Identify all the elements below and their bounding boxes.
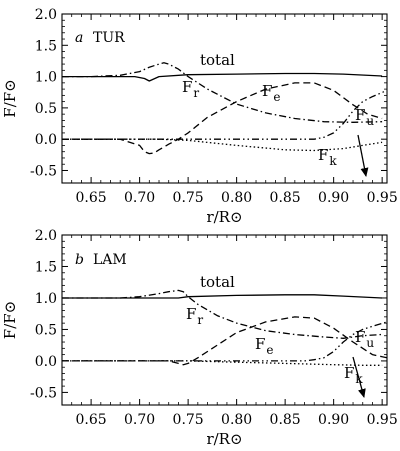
y-tick-label: 2.0 (35, 228, 57, 244)
flux-kinetic-label: Fk (318, 146, 337, 168)
series-line-F_e (62, 82, 383, 155)
fu-arrow (357, 134, 369, 177)
series-line-total (62, 72, 383, 82)
x-tick-label: 0.95 (367, 412, 398, 428)
fu-arrow (352, 356, 366, 398)
x-tick-label: 0.70 (124, 412, 155, 428)
flux-u-label: Fu (355, 328, 374, 350)
x-tick-label: 0.75 (173, 412, 204, 428)
y-tick-label: 1.5 (35, 259, 57, 275)
x-tick-label: 0.70 (124, 190, 155, 206)
x-tick-label: 0.65 (76, 412, 107, 428)
y-tick-label: 0.0 (35, 354, 57, 370)
series-line-F_r (62, 289, 383, 339)
y-tick-label: -0.5 (30, 163, 57, 179)
y-tick-label: 1.0 (35, 291, 57, 307)
x-tick-label: 0.80 (221, 190, 252, 206)
panel-b: -0.5 0.0 0.5 1.0 1.5 2.0 0.65 0.70 0.75 0.80 0.85 0… (1, 228, 398, 448)
y-axis-label: F/F⊙ (1, 301, 19, 339)
series-line-F_k (62, 360, 383, 366)
axis-ticks: -0.5 0.0 0.5 1.0 1.5 2.0 0.65 0.70 0.75 0.80 0.85 0… (1, 7, 398, 226)
y-tick-label: -0.5 (30, 385, 57, 401)
flux-u-label: Fu (355, 106, 374, 128)
total-label: total (200, 273, 235, 291)
y-tick-label: 1.0 (35, 70, 57, 86)
plot-frame (61, 234, 388, 406)
series-lines (62, 62, 388, 155)
series-line-total (62, 294, 383, 299)
series-line-F_k (62, 138, 383, 152)
flux-enthalpy-label: Fe (255, 335, 274, 357)
flux-enthalpy-label: Fe (262, 82, 281, 104)
x-tick-label: 0.75 (173, 190, 204, 206)
x-tick-label: 0.85 (270, 190, 301, 206)
panel-letter: a (75, 30, 83, 46)
axis-ticks: -0.5 0.0 0.5 1.0 1.5 2.0 0.65 0.70 0.75 0.80 0.85 0… (1, 228, 398, 448)
x-axis-label: r/R⊙ (206, 208, 242, 226)
x-tick-label: 0.90 (318, 190, 349, 206)
x-tick-label: 0.90 (318, 412, 349, 428)
x-tick-label: 0.65 (76, 190, 107, 206)
y-tick-label: 1.5 (35, 38, 57, 54)
panel-tag: TUR (93, 30, 125, 46)
panel-a: -0.5 0.0 0.5 1.0 1.5 2.0 0.65 0.70 0.75 0.80 0.85 0… (1, 7, 398, 226)
plot-frame (61, 13, 388, 184)
series-line-F_u (62, 321, 388, 362)
panel-tag: LAM (93, 252, 127, 268)
y-tick-label: 2.0 (35, 7, 57, 23)
series-line-F_r (62, 62, 383, 123)
flux-radiative-label: Fr (182, 78, 199, 100)
total-label: total (200, 51, 235, 69)
series-lines (62, 289, 388, 366)
x-tick-label: 0.85 (270, 412, 301, 428)
x-axis-label: r/R⊙ (206, 430, 242, 448)
y-tick-label: 0.5 (35, 322, 57, 338)
y-tick-label: 0.5 (35, 101, 57, 117)
flux-radiative-label: Fr (186, 305, 203, 327)
series-line-F_e (62, 316, 388, 366)
x-tick-label: 0.80 (221, 412, 252, 428)
panel-letter: b (75, 252, 84, 268)
y-tick-label: 0.0 (35, 132, 57, 148)
annotations: bLAMtotalFrFeFkFu (75, 252, 374, 398)
x-tick-label: 0.95 (367, 190, 398, 206)
y-axis-label: F/F⊙ (1, 79, 19, 117)
